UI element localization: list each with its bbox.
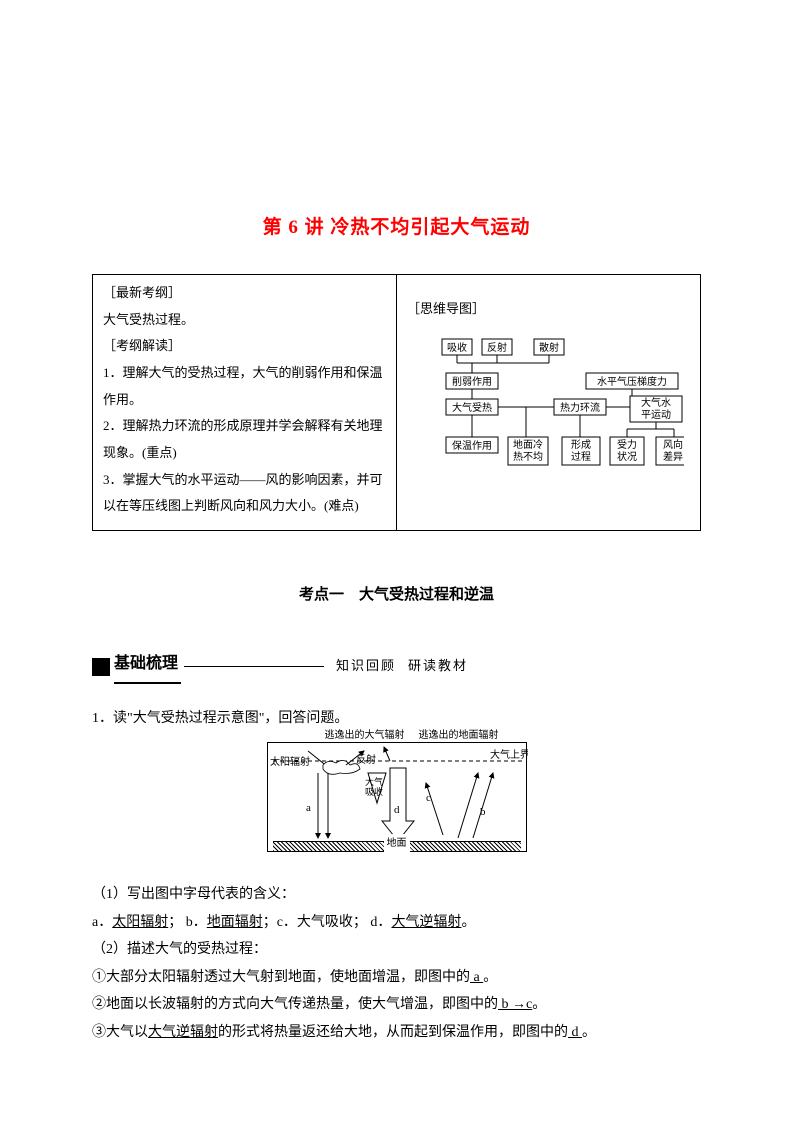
svg-text:大气受热: 大气受热 [452,401,492,414]
q1-part1-answers: a．太阳辐射； b．地面辐射；c．大气吸收； d．大气逆辐射。 [92,910,701,937]
svg-text:风向: 风向 [663,438,683,451]
svg-text:热力环流: 热力环流 [560,401,600,414]
svg-text:反射: 反射 [487,342,507,354]
interpretation-label: ［考纲解读］ [103,333,386,360]
svg-text:状况: 状况 [617,450,637,463]
svg-text:大气上界: 大气上界 [490,748,528,761]
svg-text:d: d [394,804,400,816]
heat-process-figure: 大气上界 太阳辐射 反射 a 大气 吸收 d [267,742,527,852]
svg-text:过程: 过程 [571,450,591,463]
svg-text:削弱作用: 削弱作用 [452,375,492,388]
p2-3-prefix: ③大气以 [92,1025,148,1040]
p1-a: 太阳辐射 [112,915,168,930]
svg-text:b: b [480,806,486,818]
p2-1-suffix: 。 [483,970,497,985]
p2-2-suffix: 。 [532,997,546,1012]
exam-outline-cell: ［最新考纲］ 大气受热过程。 ［考纲解读］ 1．理解大气的受热过程，大气的削弱作… [93,275,397,531]
info-table: ［最新考纲］ 大气受热过程。 ［考纲解读］ 1．理解大气的受热过程，大气的削弱作… [92,274,701,531]
q1-part2-3: ③大气以大气逆辐射的形式将热量返还给大地，从而起到保温作用，即图中的 d 。 [92,1020,701,1047]
p2-2-prefix: ②地面以长波辐射的方式向大气传递热量，使大气增温，即图中的 [92,997,498,1012]
svg-text:热不均: 热不均 [513,450,543,463]
q1-part2-2: ②地面以长波辐射的方式向大气传递热量，使大气增温，即图中的 b →c。 [92,992,701,1019]
svg-text:保温作用: 保温作用 [452,439,492,452]
svg-text:a: a [306,802,311,814]
p1-b-prefix: ； b． [168,915,207,930]
svg-text:吸收: 吸收 [365,786,383,797]
exam-outline-label: ［最新考纲］ [103,280,386,307]
interp-1: 1．理解大气的受热过程，大气的削弱作用和保温作用。 [103,360,386,413]
q1-part1-label: （1）写出图中字母代表的含义： [92,882,701,909]
p1-c-prefix: ；c．大气吸收； d． [263,915,392,930]
svg-text:差异: 差异 [663,450,683,463]
svg-text:形成: 形成 [571,439,591,451]
svg-text:吸收: 吸收 [447,341,467,354]
svg-text:散射: 散射 [539,341,559,354]
figure-wrap: 逃逸出的大气辐射 逃逸出的地面辐射 大气上界 太阳辐射 反射 [92,742,701,864]
p2-1-prefix: ①大部分太阳辐射透过大气射到地面，使地面增温，即图中的 [92,970,470,985]
section-block-icon [92,658,110,676]
svg-text:大气: 大气 [365,776,383,787]
svg-text:受力: 受力 [617,438,637,451]
svg-text:太阳辐射: 太阳辐射 [270,755,310,768]
p1-b: 地面辐射 [207,915,263,930]
p1-a-prefix: a． [92,915,112,930]
p2-3-mid2: 的形式将热量返还给大地，从而起到保温作用，即图中的 [218,1025,568,1040]
interp-3: 3．掌握大气的水平运动——风的影响因素，并可以在等压线图上判断风向和风力大小。(… [103,467,386,520]
p2-3-mid: 大气逆辐射 [148,1025,218,1040]
svg-text:地面冷: 地面冷 [513,438,543,451]
p2-1-ans: a [470,970,483,985]
svg-text:平运动: 平运动 [641,409,671,421]
svg-text:水平气压梯度力: 水平气压梯度力 [597,375,667,388]
concept-map-svg: 吸收 反射 散射 削弱作用 [414,337,684,472]
p1-suffix: 。 [461,915,475,930]
svg-text:大气水: 大气水 [641,396,671,409]
q1-part2-1: ①大部分太阳辐射透过大气射到地面，使地面增温，即图中的 a 。 [92,965,701,992]
p1-d: 大气逆辐射 [391,915,461,930]
svg-text:c: c [426,792,431,804]
concept-map: 吸收 反射 散射 削弱作用 [414,337,684,481]
section-sub1: 知识回顾 [336,654,396,679]
figure-ground-label: 地面 [384,834,410,853]
interp-2: 2．理解热力环流的形成原理并学会解释有关地理现象。(重点) [103,413,386,466]
p2-3-ans: d [568,1025,582,1040]
section-name: 基础梳理 [114,649,181,683]
thinking-map-label: ［思维导图］ [407,296,690,323]
section-sub2: 研读教材 [408,654,468,679]
p2-2-ans: b →c [498,997,532,1012]
thinking-map-cell: ［思维导图］ 吸收 反射 散射 [397,275,701,531]
topic-title: 考点一 大气受热过程和逆温 [92,581,701,610]
p2-3-suffix: 。 [582,1025,596,1040]
q1-part2-label: （2）描述大气的受热过程： [92,937,701,964]
section-header: 基础梳理 知识回顾 研读教材 [92,649,701,683]
svg-text:反射: 反射 [356,754,376,766]
lesson-title: 第 6 讲 冷热不均引起大气运动 [92,210,701,246]
section-rule [184,666,324,667]
exam-outline-text: 大气受热过程。 [103,307,386,334]
